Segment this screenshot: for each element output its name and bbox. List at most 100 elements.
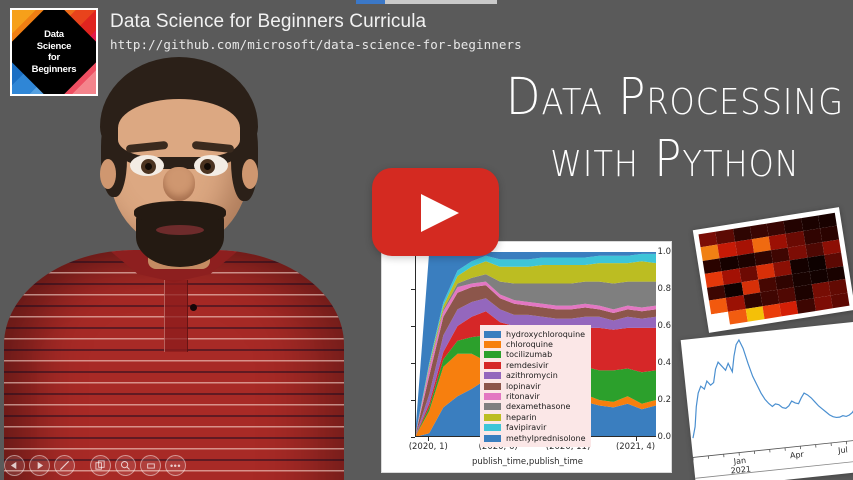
legend-item: ritonavir: [484, 391, 586, 401]
heatmap-cell: [762, 303, 782, 320]
legend-item: favipiravir: [484, 423, 586, 433]
y-tick-label: 1.0: [657, 247, 671, 257]
legend-item: azithromycin: [484, 371, 586, 381]
line-chart-thumbnail: Jan 2021 Apr Jul: [680, 320, 853, 480]
logo-line-3: for: [47, 52, 61, 63]
legend-swatch: [484, 413, 501, 421]
legend-label: heparin: [506, 412, 537, 422]
y-tick-mark: [411, 400, 415, 401]
youtube-play-button[interactable]: [372, 168, 499, 256]
y-tick-mark: [411, 326, 415, 327]
presenter-moustache: [134, 201, 226, 223]
logo-line-4: Beginners: [31, 63, 77, 75]
chart-legend: hydroxychloroquine chloroquine tocilizumab…: [480, 325, 591, 448]
legend-label: remdesivir: [506, 360, 549, 370]
stop-button[interactable]: [140, 455, 161, 476]
heatmap-cell: [779, 300, 799, 317]
legend-swatch: [484, 330, 501, 338]
legend-item: heparin: [484, 412, 586, 422]
legend-label: methylprednisolone: [506, 433, 586, 443]
legend-item: methylprednisolone: [484, 433, 586, 443]
legend-label: azithromycin: [506, 371, 558, 381]
legend-label: favipiravir: [506, 423, 547, 433]
line-series-svg: [692, 338, 853, 479]
square-icon: [146, 461, 156, 471]
legend-label: hydroxychloroquine: [506, 329, 586, 339]
copy-icon: [95, 460, 106, 471]
legend-swatch: [484, 434, 501, 442]
x-tick-label: (2020, 1): [408, 442, 448, 452]
legend-item: chloroquine: [484, 339, 586, 349]
line-x-tick-primary: Apr: [789, 449, 805, 461]
video-title-line-1: Data Processing: [505, 67, 845, 127]
heatmap-grid: [698, 212, 850, 328]
slash-circle-icon: [58, 459, 71, 472]
play-triangle-icon: [421, 194, 459, 232]
presenter-pupil-left: [145, 163, 152, 170]
legend-swatch: [484, 341, 501, 349]
y-tick-label: 0.8: [657, 284, 671, 294]
y-tick-label: 0.2: [657, 395, 671, 405]
legend-swatch: [484, 372, 501, 380]
presenter-photo: [0, 55, 360, 480]
block-button[interactable]: [54, 455, 75, 476]
search-button[interactable]: [115, 455, 136, 476]
page-title: Data Science for Beginners Curricula: [110, 11, 427, 32]
magnifier-icon: [120, 460, 131, 471]
progress-bar[interactable]: [356, 0, 497, 4]
heatmap-cell: [745, 305, 765, 322]
play-button[interactable]: [29, 455, 50, 476]
legend-item: lopinavir: [484, 381, 586, 391]
y-tick-mark: [411, 289, 415, 290]
line-x-tick-label: Apr: [790, 450, 805, 460]
presenter-ear-left: [100, 159, 116, 189]
heatmap-cell: [728, 308, 748, 325]
y-tick-label: 0.0: [657, 432, 671, 442]
presenter-ear-right: [242, 159, 258, 189]
line-x-tick-label: Jan 2021: [729, 456, 751, 476]
presenter-shirt: [4, 250, 344, 480]
legend-swatch: [484, 424, 501, 432]
logo-gradient: Data Science for Beginners: [12, 10, 96, 94]
legend-item: hydroxychloroquine: [484, 329, 586, 339]
logo-text: Data Science for Beginners: [12, 10, 96, 94]
ellipsis-icon: •••: [170, 460, 181, 471]
legend-label: dexamethasone: [506, 402, 571, 412]
previous-button[interactable]: [4, 455, 25, 476]
triangle-right-icon: [35, 461, 44, 470]
heatmap-cell: [830, 292, 850, 309]
copy-button[interactable]: [90, 455, 111, 476]
y-tick-mark: [411, 437, 415, 438]
logo-line-2: Science: [36, 40, 72, 52]
player-controls: •••: [4, 455, 186, 476]
presenter-mouth: [156, 225, 204, 235]
legend-item: dexamethasone: [484, 402, 586, 412]
triangle-left-icon: [10, 461, 19, 470]
legend-swatch: [484, 393, 501, 401]
shirt-button: [190, 304, 197, 311]
progress-fill: [356, 0, 385, 4]
repository-url[interactable]: http://github.com/microsoft/data-science…: [110, 37, 522, 52]
legend-swatch: [484, 351, 501, 359]
legend-label: tocilizumab: [506, 350, 553, 360]
legend-item: tocilizumab: [484, 350, 586, 360]
heatmap-cell: [796, 297, 816, 314]
heatmap-cell: [813, 295, 833, 312]
logo-line-1: Data: [44, 29, 64, 40]
y-tick-label: 0.4: [657, 358, 671, 368]
video-title-overlay: Data Processing with Python: [500, 66, 850, 189]
y-tick-mark: [411, 363, 415, 364]
chart-x-axis-label: publish_time,publish_time: [471, 457, 584, 467]
line-x-tick-label: Jul: [838, 445, 849, 455]
legend-swatch: [484, 361, 501, 369]
legend-label: chloroquine: [506, 340, 553, 350]
stacked-area-chart: 0.00.20.40.60.81.0 (2020, 1)(2020, 6)(20…: [381, 241, 672, 473]
legend-label: lopinavir: [506, 381, 541, 391]
legend-label: ritonavir: [506, 392, 540, 402]
heatmap-thumbnail: [692, 207, 853, 333]
line-x-tick-primary: Jul: [837, 445, 849, 456]
video-title-line-2: with Python: [550, 128, 800, 189]
more-button[interactable]: •••: [165, 455, 186, 476]
x-tick-mark: [428, 437, 430, 441]
